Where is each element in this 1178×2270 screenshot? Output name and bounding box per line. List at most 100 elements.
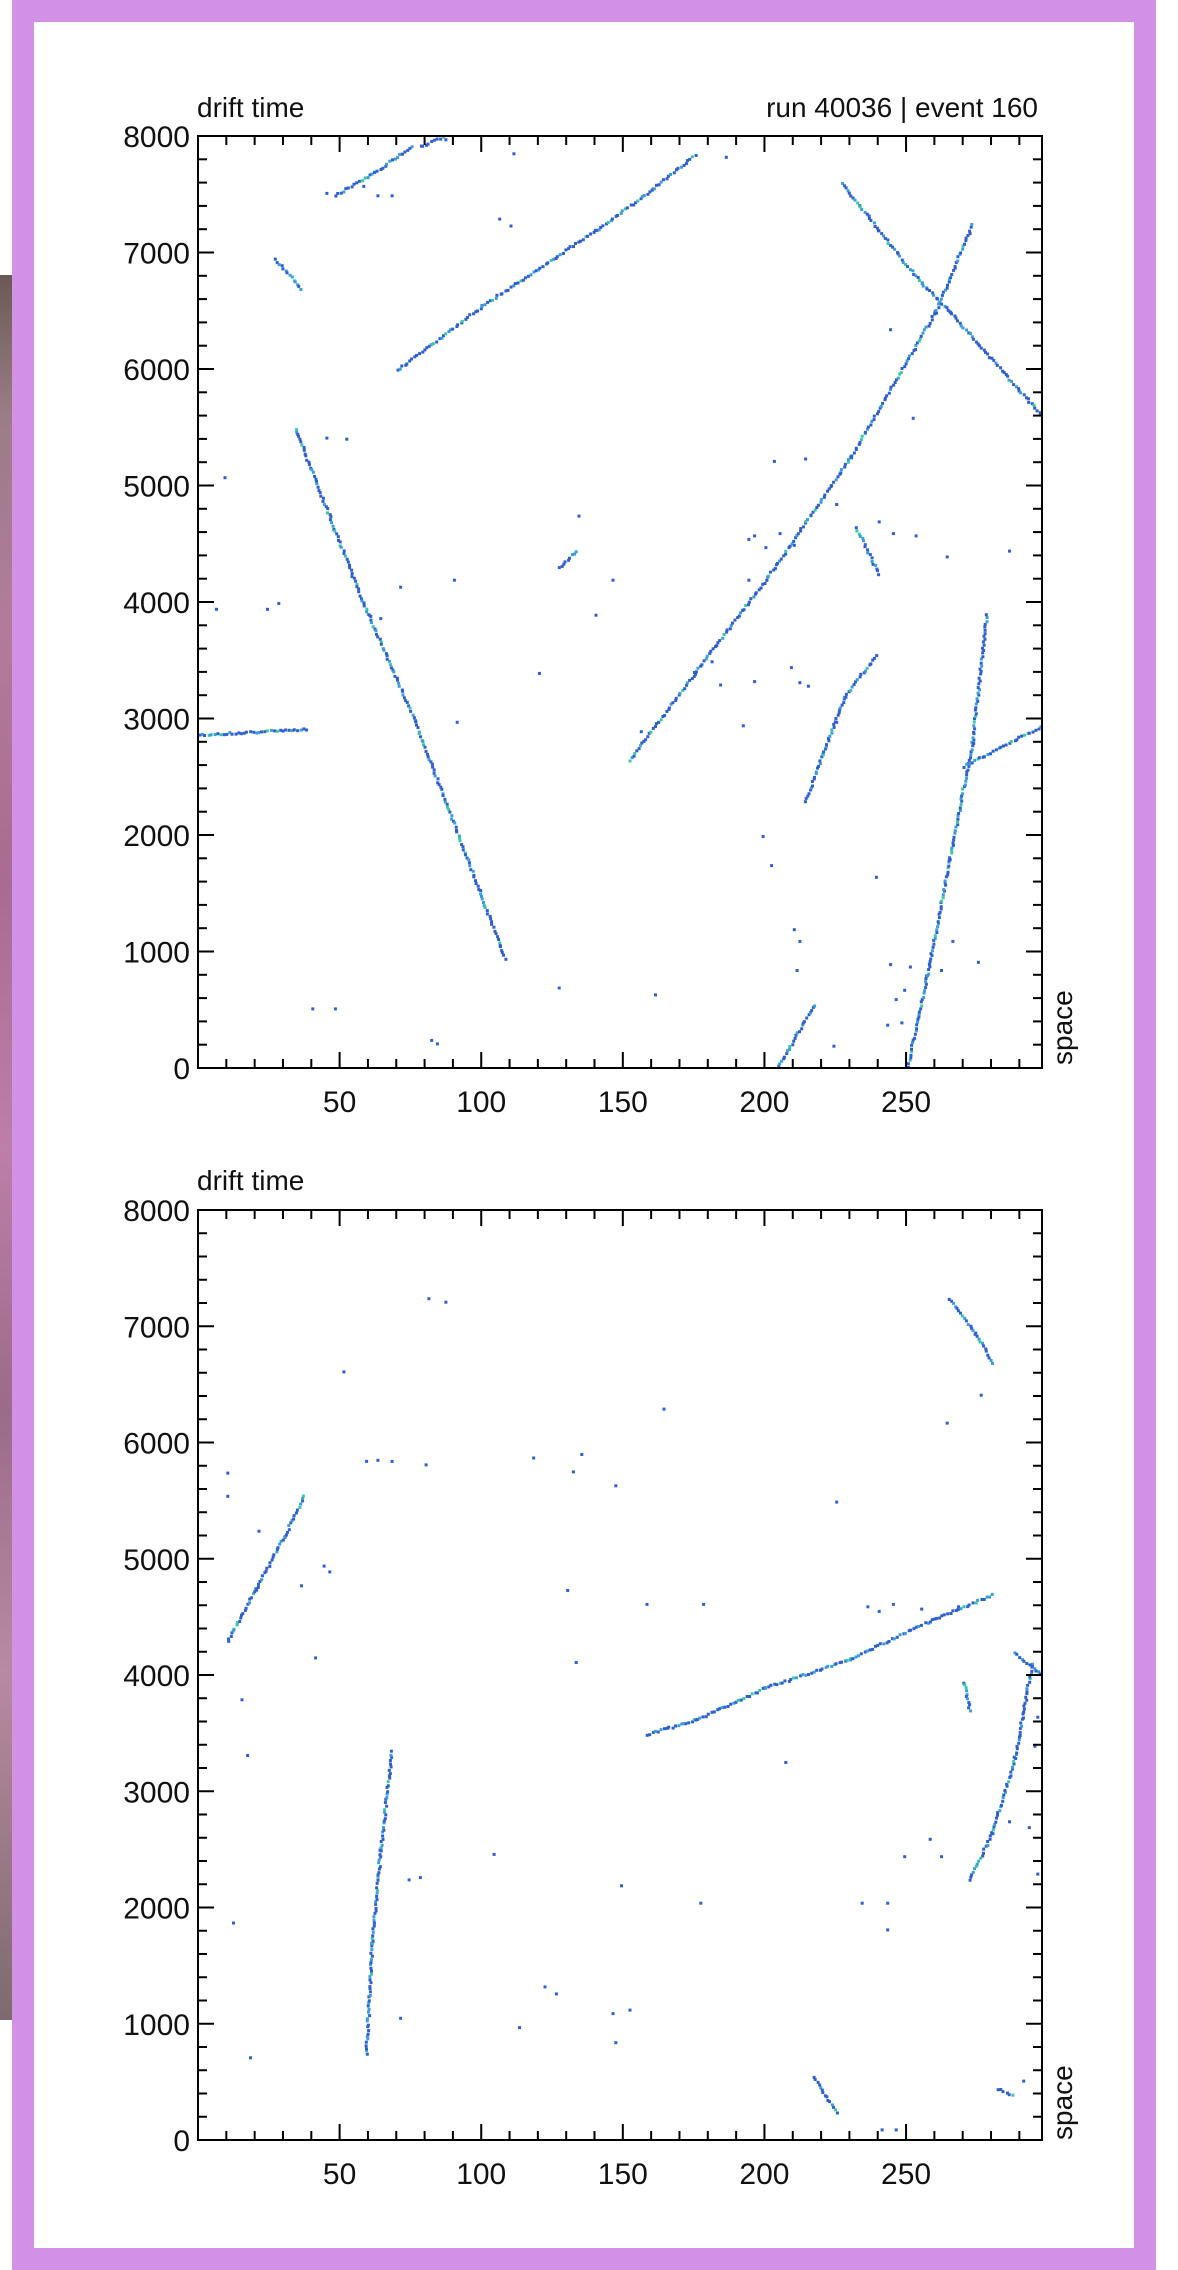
track-hit (754, 591, 758, 595)
track-hit (431, 342, 435, 346)
track-hit (907, 354, 911, 358)
isolated-hit (518, 2026, 521, 2030)
track-hit (967, 758, 971, 762)
track-hit (834, 717, 838, 720)
track-hit (742, 608, 746, 612)
track-hit (309, 466, 313, 470)
track-hit (874, 563, 878, 567)
track-hit (209, 733, 213, 737)
track-hit (972, 742, 976, 745)
track-hit (1001, 1799, 1005, 1803)
isolated-hit (920, 1607, 924, 1611)
track-hit (375, 1886, 379, 1890)
track-hit (825, 2095, 829, 2099)
track-hit (647, 731, 651, 735)
track-hit (975, 697, 979, 701)
track-hit (970, 1327, 974, 1331)
track-hit (919, 1623, 923, 1627)
track-hit (854, 1655, 858, 1659)
track-hit (385, 1792, 389, 1796)
track-hit (383, 1808, 387, 1812)
track-hit (857, 442, 861, 446)
track-hit (366, 2032, 370, 2036)
track-hit (423, 348, 427, 352)
track-hit (937, 912, 941, 916)
track-hit (342, 552, 346, 556)
track-hit (849, 688, 853, 692)
track-hit (726, 1705, 730, 1708)
track-hit (379, 168, 383, 171)
y-tick-label: 3000 (123, 704, 190, 737)
track-hit (830, 1664, 834, 1668)
track-hit (667, 1725, 671, 1729)
track-0 (227, 1494, 305, 1643)
track-hit (979, 669, 983, 673)
track-hit (795, 534, 799, 537)
track-hit (987, 1356, 991, 1360)
track-hit (860, 434, 864, 438)
track-hit (838, 708, 842, 712)
track-hit (1007, 378, 1011, 382)
isolated-hit (266, 607, 269, 611)
track-hit (939, 905, 943, 909)
track-hit (927, 968, 931, 971)
track-hit (973, 1867, 976, 1871)
track-hit (290, 275, 294, 279)
plot-area (198, 136, 1042, 1068)
track-hit (307, 460, 311, 464)
track-hit (558, 253, 562, 257)
track-hit (891, 1637, 894, 1641)
track-hit (960, 794, 964, 798)
track-hit (464, 317, 468, 321)
track-hit (989, 752, 992, 756)
track-hit (799, 1674, 803, 1678)
track-hit (228, 731, 232, 735)
track-hit (249, 1596, 253, 1600)
track-hit (996, 1811, 1000, 1814)
track-hit (817, 764, 820, 768)
track-hit (1002, 371, 1006, 375)
track-hit (374, 629, 378, 633)
track-hit (241, 1612, 245, 1616)
track-hit (301, 1494, 305, 1498)
figure-frame (12, 0, 1156, 2270)
track-hit (465, 316, 469, 319)
isolated-hit (795, 969, 799, 972)
track-hit (823, 493, 827, 497)
track-hit (827, 487, 831, 491)
track-hit (914, 1625, 918, 1629)
track-hit (951, 843, 955, 847)
track-hit (666, 174, 670, 178)
track-hit (255, 1588, 259, 1592)
track-hit (966, 768, 970, 772)
track-hit (761, 1686, 765, 1690)
track-hit (979, 661, 983, 665)
track-hit (669, 173, 672, 176)
track-hit (431, 765, 435, 769)
track-hit (803, 800, 807, 804)
track-hit (867, 217, 871, 220)
isolated-hit (509, 224, 513, 228)
track-hit (973, 1332, 977, 1336)
track-hit (822, 750, 826, 754)
track-hit (619, 211, 623, 215)
isolated-hit (577, 514, 581, 518)
track-hit (489, 917, 493, 921)
isolated-hit (891, 532, 895, 536)
track-hit (830, 728, 834, 732)
track-hit (1035, 409, 1039, 413)
isolated-hit (362, 184, 366, 188)
track-hit (297, 284, 301, 288)
track-hit (335, 532, 339, 536)
track-hit (268, 1564, 272, 1568)
track-hit (592, 230, 596, 234)
track-hit (747, 600, 751, 604)
track-hit (615, 214, 619, 217)
track-hit (648, 1733, 652, 1737)
track-hit (862, 539, 865, 543)
track-hit (422, 743, 425, 747)
track-hit (461, 848, 465, 852)
track-hit (388, 1772, 392, 1776)
track-hit (401, 693, 405, 697)
track-hit (778, 559, 781, 563)
